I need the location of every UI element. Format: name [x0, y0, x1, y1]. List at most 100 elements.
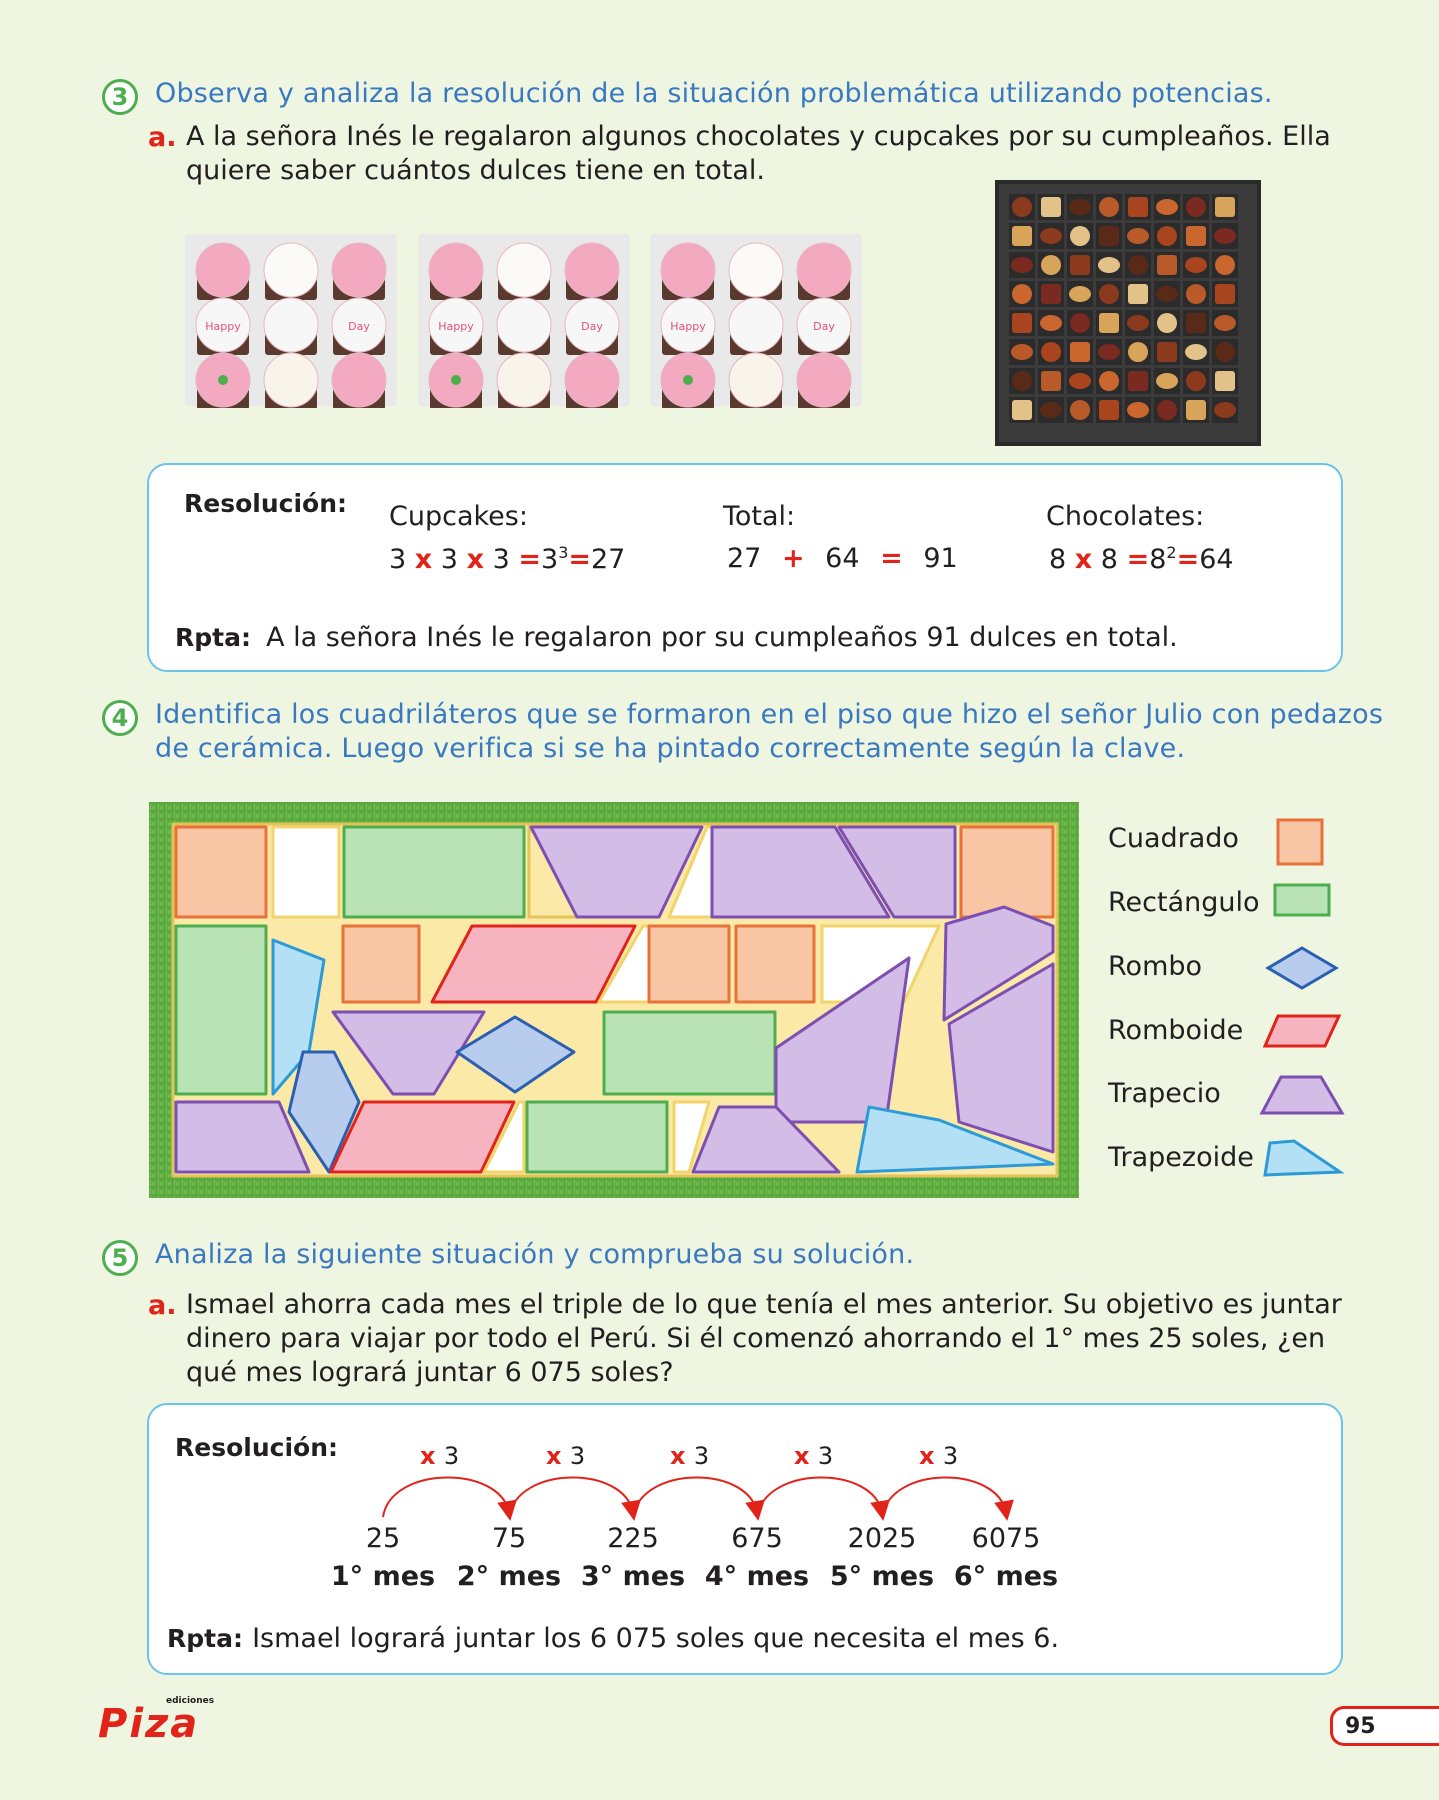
chocolate — [1157, 226, 1177, 246]
cupcake — [564, 352, 620, 408]
legend-label-trapecio: Trapecio — [1108, 1078, 1221, 1109]
chain-month-5: 5° mes — [829, 1561, 935, 1592]
chocolate — [1214, 228, 1236, 244]
chocolate — [1012, 400, 1032, 420]
chocolate — [1070, 226, 1090, 246]
chocolate — [1069, 199, 1091, 215]
answer-text: A la señora Inés le regalaron por su cum… — [266, 622, 1178, 653]
cupcake: Day — [331, 297, 387, 355]
answer-text-5: Ismael logrará juntar los 6 075 soles qu… — [252, 1623, 1060, 1654]
chocolates-title: Chocolates: — [1046, 501, 1205, 532]
chocolate — [1098, 344, 1120, 360]
tile-rhombus — [455, 1015, 576, 1094]
chocolate — [1214, 402, 1236, 418]
multiplier-label-3: x 3 — [670, 1442, 710, 1470]
tile-square — [959, 825, 1055, 919]
chocolate — [1128, 255, 1148, 275]
section-number-5: 5 — [102, 1240, 138, 1276]
chocolate — [1186, 313, 1206, 333]
legend-rhomboid-icon — [1262, 1014, 1342, 1048]
cupcakes-expression: 3 x 3 x 3 =33=27 — [389, 543, 626, 575]
chocolate — [1215, 284, 1235, 304]
tile-rectangle — [342, 825, 526, 919]
cupcake — [263, 297, 319, 355]
chocolate — [1012, 371, 1032, 391]
page-number-tab: 95 — [1330, 1706, 1439, 1746]
section-number-3: 3 — [102, 79, 138, 115]
legend-square-icon — [1276, 818, 1324, 866]
publisher-small-text: ediciones — [166, 1696, 215, 1706]
cupcake — [496, 242, 552, 300]
chocolates-expression: 8 x 8 =82=64 — [1049, 543, 1234, 575]
chocolate — [1128, 284, 1148, 304]
cupcake — [331, 242, 387, 300]
legend-trapezoid-icon — [1259, 1075, 1345, 1115]
chain-month-2: 2° mes — [456, 1561, 562, 1592]
section5-item-line2: dinero para viajar por todo el Perú. Si … — [186, 1323, 1326, 1354]
legend-label-cuadrado: Cuadrado — [1108, 823, 1239, 854]
chocolate — [1041, 284, 1061, 304]
chocolate — [1185, 257, 1207, 273]
chocolate — [1185, 344, 1207, 360]
chocolate — [1041, 371, 1061, 391]
cupcake — [796, 352, 852, 408]
chocolate — [1127, 228, 1149, 244]
section5-item-line1: Ismael ahorra cada mes el triple de lo q… — [186, 1289, 1342, 1320]
svg-text:Day: Day — [581, 320, 603, 333]
section3-item-line1: A la señora Inés le regalaron algunos ch… — [186, 121, 1331, 152]
resolution-box-5: Resolución: x 3 x 3 x 3 x 3 x 3 25 75 225 675 20… — [147, 1403, 1343, 1675]
chocolate — [1157, 255, 1177, 275]
multiplier-label-5: x 3 — [919, 1442, 959, 1470]
tile-rhombus — [287, 1050, 361, 1174]
chocolate — [1156, 199, 1178, 215]
cupcake-tray-photo-2: Happy Day — [418, 234, 630, 408]
cupcake: Happy — [428, 297, 484, 355]
chocolate — [1041, 255, 1061, 275]
chain-value-4: 675 — [731, 1523, 783, 1554]
chain-month-4: 4° mes — [704, 1561, 810, 1592]
multiplication-arcs — [382, 1476, 1014, 1521]
cupcake-tray-photo-1: Happy Day — [185, 234, 397, 408]
chocolate — [1186, 371, 1206, 391]
chocolate — [1012, 284, 1032, 304]
chocolate — [1156, 373, 1178, 389]
chocolate — [1186, 284, 1206, 304]
cupcake: Day — [564, 297, 620, 355]
tile-floor-mosaic — [149, 802, 1079, 1198]
tile-rectangle — [525, 1100, 669, 1174]
answer-label-5: Rpta: — [167, 1624, 243, 1653]
section-number-4: 4 — [102, 700, 138, 736]
svg-text:Happy: Happy — [670, 320, 706, 333]
multiply-arc-2 — [508, 1476, 641, 1521]
chain-month-3: 3° mes — [580, 1561, 686, 1592]
multiply-arc-3 — [632, 1476, 765, 1521]
chain-month-1: 1° mes — [330, 1561, 436, 1592]
tile-filler-white — [672, 1100, 711, 1174]
tile-trapezoid — [947, 962, 1055, 1154]
chocolate — [1070, 313, 1090, 333]
tile-rhomboid — [329, 1100, 516, 1174]
chocolate — [1070, 400, 1090, 420]
cupcake-tray-photo-3: Happy Day — [650, 234, 862, 408]
chocolate — [1215, 342, 1235, 362]
chocolate — [1070, 255, 1090, 275]
chocolate — [1215, 371, 1235, 391]
tile-filler-white — [482, 1100, 526, 1174]
chocolate — [1156, 286, 1178, 302]
chocolate — [1215, 197, 1235, 217]
chocolate — [1099, 197, 1119, 217]
chocolate — [1040, 228, 1062, 244]
chocolate — [1099, 226, 1119, 246]
cupcake — [195, 242, 251, 300]
tile-square — [341, 924, 421, 1004]
svg-text:Happy: Happy — [205, 320, 241, 333]
chain-month-6: 6° mes — [953, 1561, 1059, 1592]
chocolate — [1157, 342, 1177, 362]
tile-trapezoid — [691, 1105, 841, 1174]
answer-row-5: Rpta: Ismael logrará juntar los 6 075 so… — [167, 1623, 1059, 1654]
cupcake — [728, 242, 784, 300]
item-letter-a: a. — [148, 122, 177, 153]
chocolate — [1070, 342, 1090, 362]
chocolate — [1157, 400, 1177, 420]
chocolate — [1011, 257, 1033, 273]
